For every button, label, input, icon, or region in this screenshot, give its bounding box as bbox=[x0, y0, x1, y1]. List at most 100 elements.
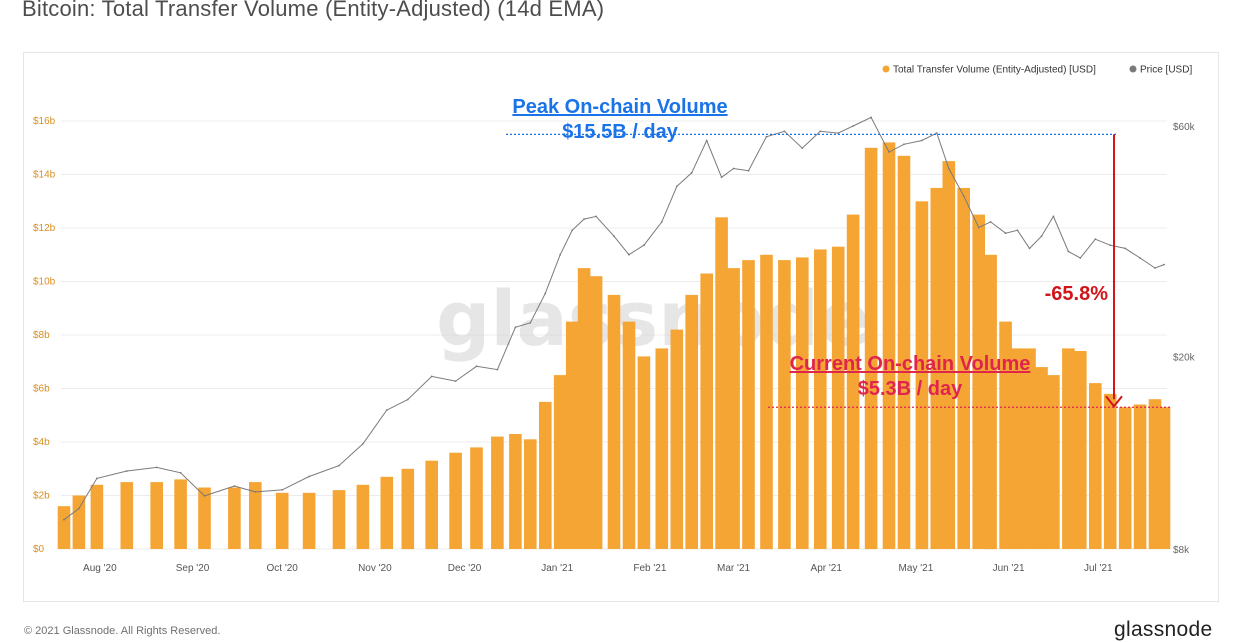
price-point bbox=[852, 125, 854, 127]
drop-percentage: -65.8% bbox=[1045, 283, 1109, 305]
volume-bar bbox=[637, 356, 651, 549]
y-left-tick-label: $14b bbox=[33, 170, 56, 181]
legend-label-price: Price [USD] bbox=[1140, 65, 1192, 76]
price-point bbox=[583, 218, 585, 221]
price-point bbox=[935, 132, 938, 134]
price-point bbox=[1124, 247, 1127, 250]
price-point bbox=[125, 470, 128, 472]
current-volume-value: $5.3B / day bbox=[858, 378, 963, 400]
price-point bbox=[544, 292, 547, 295]
volume-bar bbox=[957, 187, 970, 549]
price-line bbox=[63, 116, 1165, 521]
price-point bbox=[385, 409, 388, 411]
volume-bar bbox=[539, 401, 552, 549]
price-point bbox=[1154, 267, 1156, 269]
price-point bbox=[338, 464, 340, 467]
volume-bar bbox=[491, 436, 504, 549]
price-point bbox=[155, 466, 158, 469]
volume-bar bbox=[670, 329, 684, 549]
price-point bbox=[765, 135, 768, 138]
volume-bar bbox=[380, 476, 394, 549]
volume-bar bbox=[1011, 348, 1024, 549]
volume-bar bbox=[984, 254, 997, 550]
volume-bar bbox=[742, 260, 755, 549]
volume-bar bbox=[1089, 383, 1102, 549]
volume-bar bbox=[915, 201, 929, 550]
y-left-tick-label: $4b bbox=[33, 437, 50, 448]
volume-bar bbox=[72, 495, 86, 549]
drop-arrowhead bbox=[1105, 395, 1123, 408]
x-tick-label: Dec '20 bbox=[448, 563, 482, 574]
volume-bar bbox=[897, 155, 911, 550]
volume-bar bbox=[449, 452, 462, 549]
y-left-tick-label: $12b bbox=[33, 223, 56, 234]
x-tick-label: Mar '21 bbox=[717, 563, 750, 574]
price-point bbox=[254, 491, 257, 493]
price-point bbox=[1028, 247, 1031, 250]
volume-bar bbox=[796, 257, 809, 549]
y-left-tick-label: $6b bbox=[33, 384, 50, 395]
y-right-tick-label: $60k bbox=[1173, 122, 1196, 133]
volume-bar bbox=[760, 254, 773, 550]
volume-bar bbox=[356, 484, 370, 549]
price-point bbox=[962, 195, 965, 197]
price-point bbox=[1067, 250, 1070, 253]
price-point bbox=[705, 139, 708, 142]
price-point bbox=[475, 365, 478, 368]
price-points bbox=[63, 116, 1165, 521]
x-tick-label: Oct '20 bbox=[267, 563, 299, 574]
volume-bar bbox=[589, 276, 603, 549]
price-point bbox=[559, 253, 562, 256]
volume-bar bbox=[553, 375, 567, 549]
volume-bar bbox=[622, 321, 636, 549]
price-point bbox=[819, 130, 822, 133]
price-point bbox=[747, 169, 750, 172]
volume-bar bbox=[1023, 348, 1036, 549]
volume-bar bbox=[57, 506, 71, 549]
glassnode-logo[interactable]: glassnode bbox=[1114, 618, 1213, 641]
volume-bar bbox=[1035, 367, 1048, 549]
price-point bbox=[454, 380, 457, 382]
volume-bar bbox=[1118, 407, 1132, 549]
price-point bbox=[233, 485, 236, 487]
x-tick-label: Sep '20 bbox=[176, 563, 210, 574]
x-tick-label: Jul '21 bbox=[1084, 563, 1113, 574]
volume-bar bbox=[846, 214, 860, 549]
price-point bbox=[921, 139, 923, 142]
volume-bar bbox=[1047, 375, 1060, 549]
price-point bbox=[720, 176, 723, 179]
x-tick-label: Jun '21 bbox=[993, 563, 1025, 574]
price-point bbox=[1040, 235, 1043, 238]
y-left-tick-label: $2b bbox=[33, 491, 50, 502]
volume-bar bbox=[972, 214, 985, 549]
y-left-tick-label: $0 bbox=[33, 544, 45, 555]
volume-bar bbox=[999, 321, 1012, 549]
price-point bbox=[514, 326, 517, 329]
volume-bar bbox=[401, 468, 415, 550]
volume-bar bbox=[727, 268, 740, 549]
volume-bar bbox=[150, 482, 163, 549]
price-point bbox=[1094, 238, 1097, 241]
volume-bar bbox=[425, 460, 438, 549]
volume-bars bbox=[57, 142, 1171, 550]
volume-bar bbox=[509, 434, 522, 549]
price-point bbox=[675, 185, 678, 188]
volume-bar bbox=[1062, 348, 1075, 549]
volume-bar bbox=[930, 187, 944, 549]
price-point bbox=[1079, 257, 1082, 259]
volume-bar bbox=[198, 487, 211, 549]
price-point bbox=[690, 171, 693, 174]
current-volume-title: Current On-chain Volume bbox=[790, 353, 1031, 375]
price-point bbox=[406, 398, 409, 401]
price-point bbox=[643, 244, 645, 247]
volume-bar bbox=[607, 294, 621, 549]
volume-bar bbox=[275, 492, 289, 549]
price-point bbox=[903, 143, 905, 146]
price-point bbox=[362, 443, 364, 445]
price-point bbox=[1139, 257, 1141, 259]
volume-bar bbox=[942, 161, 956, 549]
volume-bar bbox=[1074, 351, 1087, 549]
peak-volume-title: Peak On-chain Volume bbox=[512, 96, 727, 118]
legend-label-volume: Total Transfer Volume (Entity-Adjusted) … bbox=[893, 65, 1096, 76]
volume-bar bbox=[1103, 393, 1117, 549]
